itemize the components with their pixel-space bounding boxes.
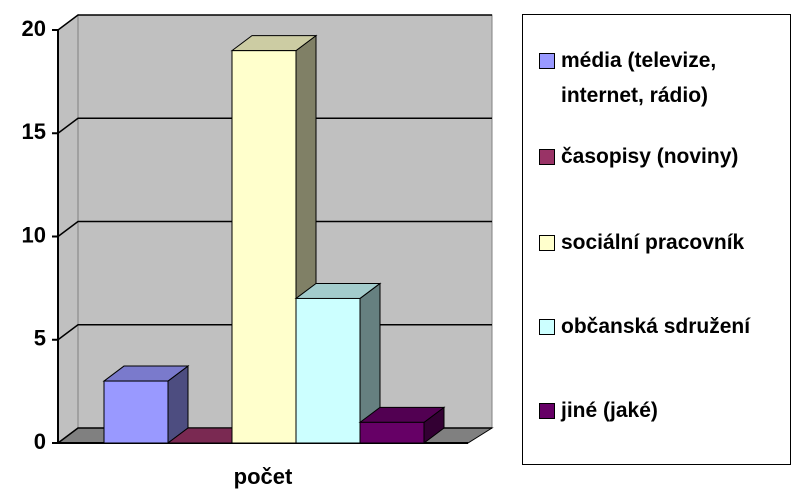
bar	[103, 380, 169, 444]
legend: média (televize, internet, rádio) časopis…	[522, 14, 791, 465]
grid-line	[57, 117, 492, 134]
legend-swatch	[539, 53, 555, 69]
plot: 0 5 10 15 20 počet	[22, 14, 494, 489]
y-tick-label: 5	[34, 326, 46, 351]
y-tick-label: 10	[22, 222, 46, 247]
legend-swatch	[539, 319, 555, 335]
legend-label: sociální pracovník	[561, 231, 745, 254]
y-tick-label: 0	[34, 429, 46, 454]
bar	[295, 297, 361, 444]
legend-label: média (televize, internet, rádio)	[561, 49, 717, 107]
legend-swatch	[539, 235, 555, 251]
x-tick-label: počet	[234, 464, 293, 489]
bar	[231, 50, 297, 444]
grid-line	[57, 220, 492, 238]
legend-label: občanská sdružení	[561, 315, 751, 338]
y-tick-label: 15	[22, 119, 46, 144]
grid-line	[57, 14, 492, 31]
y-tick-label: 20	[22, 16, 46, 41]
bar	[359, 421, 425, 444]
legend-label: jiné (jaké)	[561, 399, 658, 422]
legend-swatch	[539, 149, 555, 165]
legend-label: časopisy (noviny)	[561, 145, 739, 168]
legend-swatch	[539, 403, 555, 419]
